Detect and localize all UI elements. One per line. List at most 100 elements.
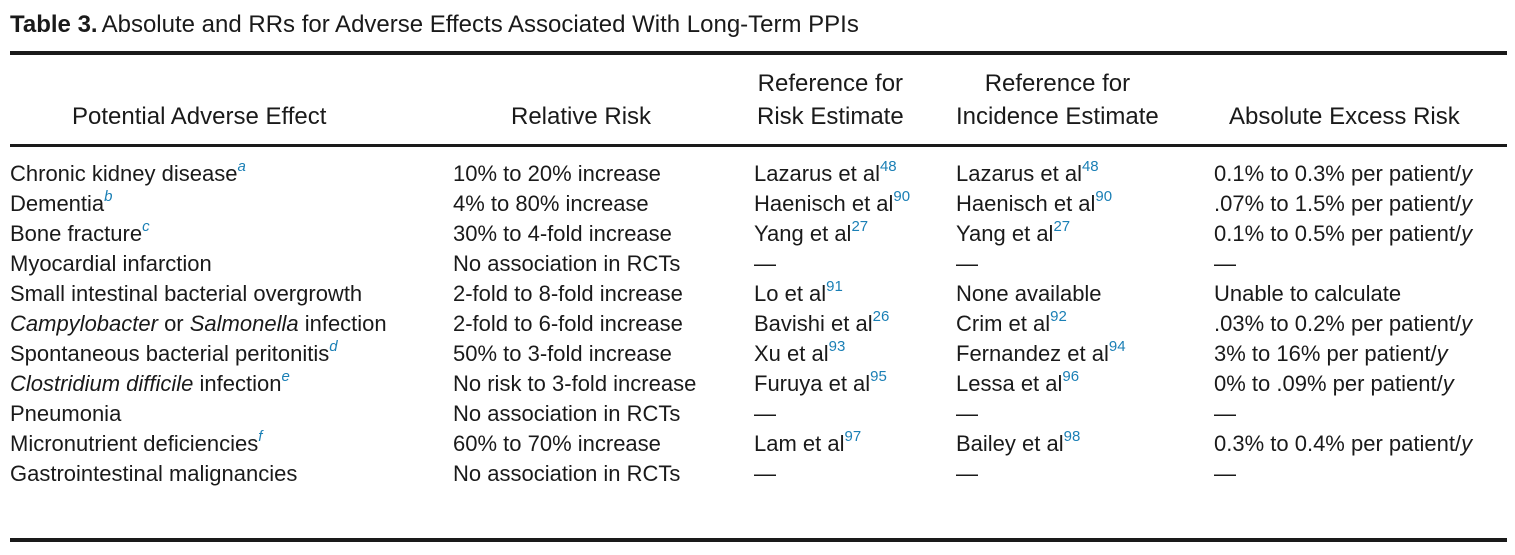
absolute-risk-text: 3% to 16% per patient/ bbox=[1214, 341, 1437, 366]
citation-number[interactable]: 27 bbox=[851, 217, 869, 235]
citation-number[interactable]: 90 bbox=[893, 187, 911, 205]
footnote-marker[interactable]: b bbox=[104, 187, 113, 205]
absolute-risk-text: Unable to calculate bbox=[1214, 281, 1402, 306]
cell-absolute-excess-risk: Unable to calculate bbox=[1214, 279, 1514, 309]
effect-text: Bone fracture bbox=[10, 221, 143, 246]
citation-number[interactable]: 94 bbox=[1108, 337, 1126, 355]
cell-incidence-reference: — bbox=[956, 459, 1214, 489]
cell-risk-reference: — bbox=[754, 459, 956, 489]
absolute-risk-unit: y bbox=[1436, 341, 1448, 366]
cell-relative-risk: No association in RCTs bbox=[453, 461, 681, 486]
cell-relative-risk: 30% to 4-fold increase bbox=[453, 221, 672, 246]
absolute-risk-text: .03% to 0.2% per patient/ bbox=[1214, 311, 1462, 336]
cell-relative-risk: 10% to 20% increase bbox=[453, 161, 661, 186]
cell-absolute-excess-risk: .07% to 1.5% per patient/y bbox=[1214, 189, 1514, 219]
absolute-risk-unit: y bbox=[1461, 431, 1473, 456]
citation-number[interactable]: 91 bbox=[826, 277, 843, 295]
reference-author: Lazarus et al bbox=[956, 161, 1082, 186]
effect-text: Small intestinal bacterial overgrowth bbox=[10, 281, 363, 306]
absolute-risk-text: 0.1% to 0.3% per patient/ bbox=[1214, 161, 1462, 186]
citation-number[interactable]: 96 bbox=[1062, 367, 1080, 385]
header-reference-risk-line2: Risk Estimate bbox=[757, 103, 904, 130]
absolute-risk-unit: y bbox=[1461, 161, 1473, 186]
citation-number[interactable]: 48 bbox=[879, 157, 897, 175]
citation-number[interactable]: 26 bbox=[872, 307, 890, 325]
reference-author: Crim et al bbox=[956, 311, 1051, 336]
cell-adverse-effect: Pneumonia bbox=[10, 399, 453, 429]
table-row: Campylobacter or Salmonella infection 2-f… bbox=[10, 309, 1514, 339]
cell-relative-risk: 60% to 70% increase bbox=[453, 431, 661, 456]
footnote-marker[interactable]: f bbox=[258, 427, 263, 445]
cell-risk-reference: Yang et al27 bbox=[754, 219, 956, 249]
citation-number[interactable]: 48 bbox=[1081, 157, 1099, 175]
absolute-risk-unit: y bbox=[1461, 311, 1473, 336]
table-row: Bone fracturec 30% to 4-fold increase Yang… bbox=[10, 219, 1514, 249]
cell-absolute-excess-risk: .03% to 0.2% per patient/y bbox=[1214, 309, 1514, 339]
citation-number[interactable]: 92 bbox=[1050, 307, 1067, 325]
footnote-marker[interactable]: e bbox=[281, 367, 290, 385]
table-label: Table 3. bbox=[10, 11, 98, 38]
header-relative-risk: Relative Risk bbox=[511, 103, 652, 130]
cell-relative-risk: No association in RCTs bbox=[453, 251, 681, 276]
reference-author: — bbox=[956, 401, 978, 426]
reference-author: Haenisch et al bbox=[956, 191, 1096, 216]
cell-adverse-effect: Campylobacter or Salmonella infection bbox=[10, 309, 453, 339]
effect-text: Clostridium difficile bbox=[10, 371, 194, 396]
footnote-marker[interactable]: a bbox=[237, 157, 246, 175]
cell-incidence-reference: Yang et al27 bbox=[956, 219, 1214, 249]
adverse-effects-table: Chronic kidney diseasea 10% to 20% increa… bbox=[10, 159, 1514, 489]
absolute-risk-unit: y bbox=[1442, 371, 1454, 396]
table-row: Micronutrient deficienciesf 60% to 70% in… bbox=[10, 429, 1514, 459]
header-potential-adverse-effect: Potential Adverse Effect bbox=[72, 103, 327, 130]
cell-risk-reference: Furuya et al95 bbox=[754, 369, 956, 399]
header-reference-incidence-line1: Reference for bbox=[984, 70, 1131, 97]
citation-number[interactable]: 98 bbox=[1063, 427, 1081, 445]
cell-relative-risk: 4% to 80% increase bbox=[453, 191, 649, 216]
footnote-marker[interactable]: c bbox=[142, 217, 150, 235]
citation-number[interactable]: 27 bbox=[1053, 217, 1071, 235]
cell-absolute-excess-risk: — bbox=[1214, 399, 1514, 429]
top-rule bbox=[10, 51, 1507, 55]
cell-absolute-excess-risk: 0% to .09% per patient/y bbox=[1214, 369, 1514, 399]
absolute-risk-text: — bbox=[1214, 461, 1236, 486]
cell-adverse-effect: Gastrointestinal malignancies bbox=[10, 459, 453, 489]
cell-adverse-effect: Dementiab bbox=[10, 189, 453, 219]
cell-relative-risk: 2-fold to 6-fold increase bbox=[453, 311, 683, 336]
cell-incidence-reference: Crim et al92 bbox=[956, 309, 1214, 339]
reference-author: Xu et al bbox=[754, 341, 829, 366]
reference-author: Haenisch et al bbox=[754, 191, 894, 216]
reference-author: Yang et al bbox=[956, 221, 1054, 246]
cell-incidence-reference: — bbox=[956, 249, 1214, 279]
effect-text: Gastrointestinal malignancies bbox=[10, 461, 298, 486]
cell-risk-reference: — bbox=[754, 399, 956, 429]
cell-adverse-effect: Small intestinal bacterial overgrowth bbox=[10, 279, 453, 309]
absolute-risk-unit: y bbox=[1461, 221, 1473, 246]
absolute-risk-text: 0% to .09% per patient/ bbox=[1214, 371, 1443, 396]
effect-text: Campylobacter bbox=[10, 311, 158, 336]
cell-incidence-reference: Lessa et al96 bbox=[956, 369, 1214, 399]
reference-author: Lam et al bbox=[754, 431, 845, 456]
reference-author: — bbox=[754, 401, 776, 426]
effect-text: Dementia bbox=[10, 191, 105, 216]
table-row: Chronic kidney diseasea 10% to 20% increa… bbox=[10, 159, 1514, 189]
reference-author: — bbox=[754, 251, 776, 276]
table-row: Pneumonia No association in RCTs — — — bbox=[10, 399, 1514, 429]
header-absolute-excess-risk: Absolute Excess Risk bbox=[1229, 103, 1460, 130]
citation-number[interactable]: 95 bbox=[870, 367, 887, 385]
cell-incidence-reference: None available bbox=[956, 279, 1214, 309]
cell-adverse-effect: Chronic kidney diseasea bbox=[10, 159, 453, 189]
header-reference-incidence-line2: Incidence Estimate bbox=[956, 103, 1159, 130]
citation-number[interactable]: 90 bbox=[1095, 187, 1113, 205]
citation-number[interactable]: 97 bbox=[844, 427, 862, 445]
cell-risk-reference: Haenisch et al90 bbox=[754, 189, 956, 219]
cell-absolute-excess-risk: 0.3% to 0.4% per patient/y bbox=[1214, 429, 1514, 459]
table-row: Gastrointestinal malignancies No associat… bbox=[10, 459, 1514, 489]
cell-incidence-reference: Haenisch et al90 bbox=[956, 189, 1214, 219]
cell-absolute-excess-risk: 0.1% to 0.5% per patient/y bbox=[1214, 219, 1514, 249]
footnote-marker[interactable]: d bbox=[329, 337, 338, 355]
cell-adverse-effect: Bone fracturec bbox=[10, 219, 453, 249]
cell-risk-reference: Lam et al97 bbox=[754, 429, 956, 459]
citation-number[interactable]: 93 bbox=[828, 337, 846, 355]
reference-author: Fernandez et al bbox=[956, 341, 1109, 366]
cell-absolute-excess-risk: 0.1% to 0.3% per patient/y bbox=[1214, 159, 1514, 189]
